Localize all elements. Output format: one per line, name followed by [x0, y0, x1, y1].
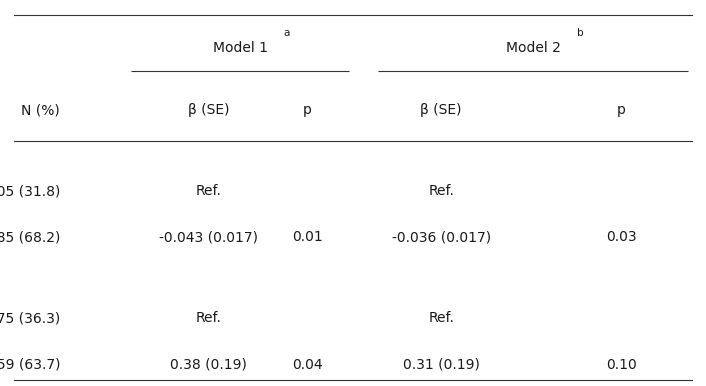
Text: β (SE): β (SE) [421, 103, 462, 117]
Text: b: b [577, 28, 583, 38]
Text: p: p [303, 103, 311, 117]
Text: Model 1: Model 1 [213, 41, 268, 55]
Text: Ref.: Ref. [196, 184, 221, 198]
Text: 375 (36.3): 375 (36.3) [0, 312, 60, 325]
Text: -0.043 (0.017): -0.043 (0.017) [159, 230, 258, 244]
Text: 0.04: 0.04 [292, 358, 323, 372]
Text: 0.38 (0.19): 0.38 (0.19) [170, 358, 246, 372]
Text: Ref.: Ref. [429, 184, 454, 198]
Text: p: p [617, 103, 626, 117]
Text: 505 (31.8): 505 (31.8) [0, 184, 60, 198]
Text: N (%): N (%) [21, 103, 60, 117]
Text: Model 2: Model 2 [505, 41, 561, 55]
Text: a: a [284, 28, 290, 38]
Text: 1085 (68.2): 1085 (68.2) [0, 230, 60, 244]
Text: -0.036 (0.017): -0.036 (0.017) [392, 230, 491, 244]
Text: 0.01: 0.01 [292, 230, 323, 244]
Text: β (SE): β (SE) [188, 103, 229, 117]
Text: 0.31 (0.19): 0.31 (0.19) [403, 358, 479, 372]
Text: 659 (63.7): 659 (63.7) [0, 358, 60, 372]
Text: Ref.: Ref. [196, 312, 221, 325]
Text: 0.03: 0.03 [606, 230, 637, 244]
Text: Ref.: Ref. [429, 312, 454, 325]
Text: 0.10: 0.10 [606, 358, 637, 372]
